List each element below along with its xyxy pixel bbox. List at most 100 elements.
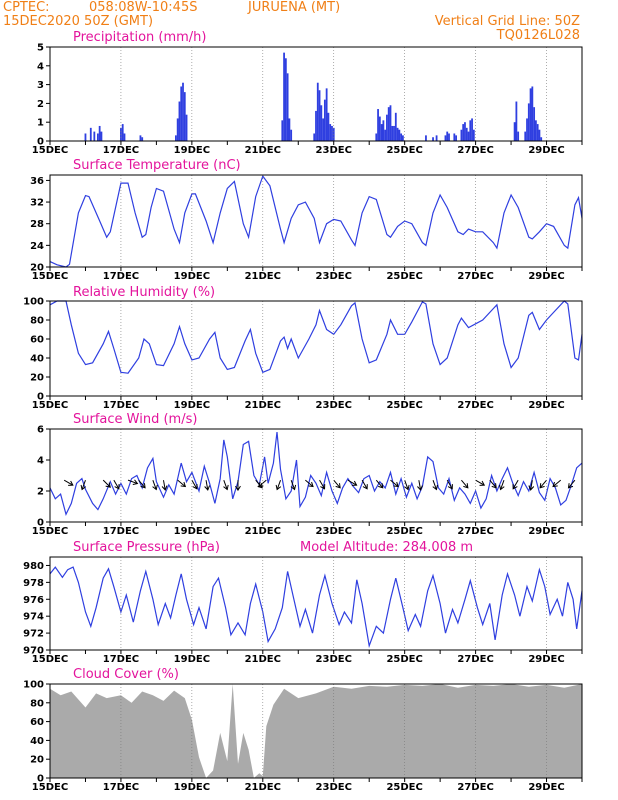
precip-bar [396,127,399,141]
x-tick-label: 23DEC [316,654,352,665]
wind-arrow [552,479,562,487]
wind-arrow [333,479,341,489]
x-tick-label: 21DEC [245,145,281,156]
precip-bar [327,112,330,141]
wind-arrow [475,479,485,486]
wind-arrow [347,479,357,486]
wind-arrow [177,479,186,487]
precip-bar [288,118,291,141]
precip-bar [315,110,317,141]
header-run: 15DEC2020 50Z (GMT) [3,14,154,29]
x-tick-label: 23DEC [316,271,352,282]
precip-bar [185,114,188,141]
y-tick-label: 100 [23,297,44,308]
precip-bar [377,109,379,141]
x-tick-label: 25DEC [386,145,422,156]
precip-bar [391,125,394,141]
wind-arrow-head [320,484,326,490]
x-tick-label: 17DEC [103,654,139,665]
header-coords: 058:08W-10:45S [89,0,198,15]
wind-arrow-head [528,485,535,491]
precip-bar [432,137,434,141]
x-tick-label: 29DEC [528,145,564,156]
wind-arrow-head [308,481,314,488]
x-tick-label: 21DEC [245,400,281,411]
wind-arrow [205,480,209,491]
y-tick-label: 1 [37,118,44,129]
x-tick-label: 15DEC [32,782,68,793]
y-tick-label: 980 [23,561,44,572]
y-tick-label: 4 [37,61,44,72]
wind-arrow-head [132,479,139,486]
y-tick-label: 60 [30,717,44,728]
wind-arrow [461,479,469,489]
precip-bar [465,127,468,141]
panel-frame [49,683,583,779]
panel-frame [49,174,583,268]
panel-frame [49,46,583,142]
x-tick-label: 25DEC [386,782,422,793]
x-tick-label: 21DEC [245,271,281,282]
wind-arrow [489,479,497,489]
precip-bar [290,129,293,141]
x-tick-label: 27DEC [457,526,493,537]
precip-bar [529,88,532,141]
x-tick-label: 19DEC [174,400,210,411]
panel-5: 0 20 40 60 80 100 15DEC 17DEC 19DEC 21DEC 23DEC 25D… [23,667,583,793]
wind-arrow-head [235,485,241,492]
precip-bar [472,129,475,141]
wind-arrow [446,479,453,490]
panel-frame [49,300,583,397]
precip-bar [517,131,520,141]
x-tick-label: 29DEC [528,271,564,282]
precip-bar [400,133,403,141]
precip-bar [96,133,99,141]
y-tick-label: 6 [37,425,44,436]
wind-arrow [539,479,547,489]
y-tick-label: 24 [30,241,44,252]
precip-bar [444,135,447,141]
x-tick-label: 15DEC [32,654,68,665]
wind-arrow-head [499,484,505,491]
x-tick-label: 21DEC [245,654,281,665]
y-tick-label: 36 [30,176,44,187]
wind-arrow-head [362,484,368,490]
header-station: JURUENA (MT) [248,0,341,15]
wind-arrow-head [539,483,545,489]
x-tick-label: 27DEC [457,782,493,793]
x-tick-label: 25DEC [386,526,422,537]
wind-arrow-head [463,483,469,489]
wind-arrow-head [393,481,399,488]
precip-bar [389,105,392,141]
wind-arrow-head [378,483,384,489]
y-tick-label: 978 [23,578,44,589]
precip-bar [398,129,401,141]
y-tick-label: 5 [37,43,44,54]
y-tick-label: 28 [30,219,44,230]
precip-bar [320,105,323,141]
precip-bar [89,127,92,141]
x-tick-label: 15DEC [32,145,68,156]
y-tick-label: 2 [37,99,44,110]
x-tick-label: 27DEC [457,654,493,665]
precip-bar [182,82,184,141]
y-tick-label: 0 [37,137,44,148]
y-tick-label: 4 [37,456,44,467]
wind-arrow [276,479,282,490]
precip-bar [380,124,383,141]
header-grid-note: Vertical Grid Line: 50Z [434,14,580,29]
series-line [49,432,583,517]
x-tick-label: 23DEC [316,400,352,411]
precip-bar [469,120,472,141]
precip-bar [462,124,465,141]
wind-arrow [530,480,533,491]
precip-bar [178,101,181,141]
precip-bar [98,125,101,141]
x-tick-label: 15DEC [32,271,68,282]
x-tick-label: 23DEC [316,782,352,793]
precip-bar [538,129,541,141]
precip-bar [464,122,466,141]
precip-bar [318,90,321,141]
header-code: TQ0126L028 [496,28,580,43]
